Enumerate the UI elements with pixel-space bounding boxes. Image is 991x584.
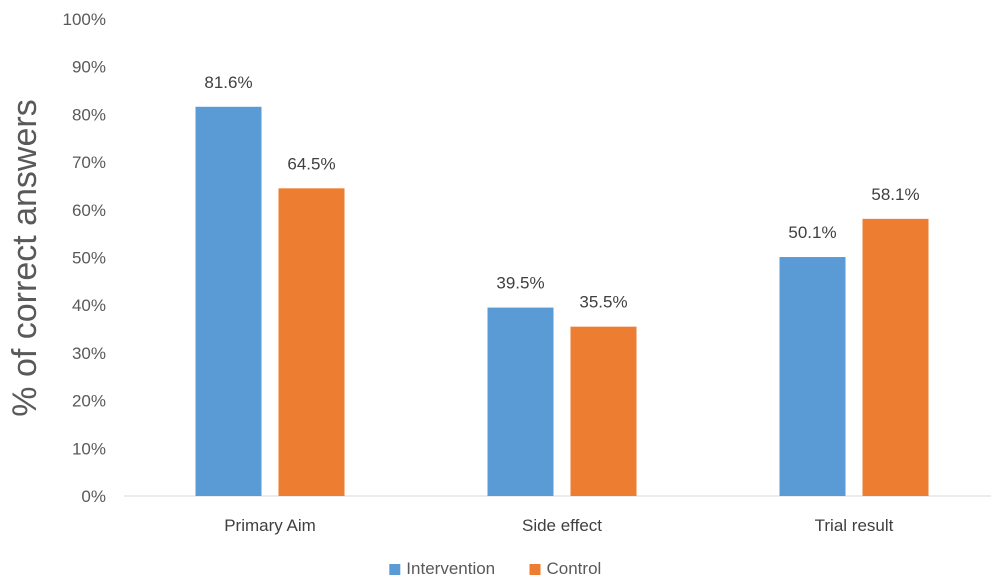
y-tick-label: 90% (72, 58, 106, 77)
data-label: 35.5% (579, 293, 627, 312)
legend: Intervention Control (389, 559, 601, 578)
data-labels: 81.6% 64.5% 39.5% 35.5% 50.1% 58.1% (204, 73, 919, 312)
category-labels: Primary Aim Side effect Trial result (224, 516, 893, 535)
y-tick-label: 80% (72, 105, 106, 124)
y-tick-label: 30% (72, 344, 106, 363)
category-label: Trial result (815, 516, 894, 535)
legend-swatch-intervention (389, 564, 401, 575)
y-axis-ticks: 0% 10% 20% 30% 40% 50% 60% 70% 80% 90% 100% (63, 10, 106, 506)
y-tick-label: 0% (81, 487, 106, 506)
data-label: 39.5% (496, 274, 544, 293)
y-tick-label: 60% (72, 201, 106, 220)
bar-control (278, 188, 345, 496)
y-tick-label: 100% (63, 10, 106, 29)
data-label: 58.1% (871, 185, 919, 204)
category-label: Side effect (522, 516, 602, 535)
y-tick-label: 40% (72, 296, 106, 315)
y-axis-title: % of correct answers (6, 99, 44, 416)
legend-label: Control (547, 559, 602, 578)
bar-intervention (779, 257, 846, 496)
data-label: 64.5% (287, 154, 335, 173)
bar-control (570, 326, 637, 496)
y-tick-label: 10% (72, 439, 106, 458)
bars (195, 106, 929, 496)
category-label: Primary Aim (224, 516, 316, 535)
bar-intervention (487, 307, 554, 496)
data-label: 81.6% (204, 73, 252, 92)
y-tick-label: 50% (72, 249, 106, 268)
y-tick-label: 70% (72, 153, 106, 172)
legend-label: Intervention (406, 559, 495, 578)
y-tick-label: 20% (72, 392, 106, 411)
legend-swatch-control (529, 564, 541, 575)
bar-intervention (195, 106, 262, 496)
data-label: 50.1% (788, 223, 836, 242)
bar-control (862, 218, 929, 496)
